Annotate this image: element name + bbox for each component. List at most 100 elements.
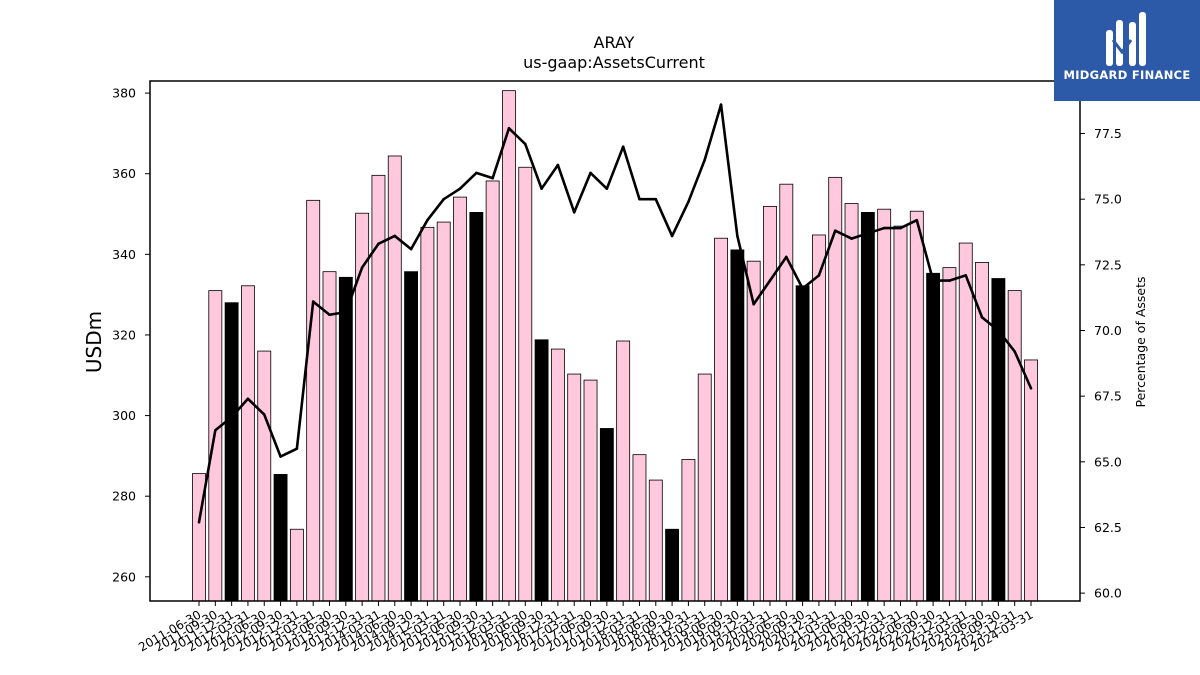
percentage-line <box>197 103 1033 523</box>
line-point-2020-12-31 <box>817 274 821 277</box>
line-point-2019-06-30 <box>719 103 723 106</box>
bar-2022-03-31 <box>893 225 908 602</box>
bar-2017-12-31 <box>616 340 631 602</box>
line-point-2011-09-30 <box>214 428 217 432</box>
bar-2020-12-31 <box>812 234 826 602</box>
y-tick-label-left: 360 <box>112 166 136 181</box>
bar-2021-09-30 <box>860 212 875 602</box>
bar-2011-09-30 <box>208 290 223 602</box>
y-tick-label-left: 260 <box>112 569 136 584</box>
y-tick-label-right: 67.5 <box>1094 389 1122 404</box>
line-point-2022-06-30 <box>915 218 919 222</box>
bar-2021-06-30 <box>844 203 859 602</box>
bar-2023-03-31 <box>958 242 973 602</box>
line-point-2011-12-31 <box>230 415 233 419</box>
line-point-2023-06-30 <box>980 316 984 319</box>
line-point-2013-06-30 <box>328 313 331 317</box>
line-point-2016-12-31 <box>556 163 560 167</box>
bar-2016-09-30 <box>534 339 549 602</box>
bar-2020-09-30 <box>795 285 810 602</box>
line-point-2015-06-30 <box>458 187 462 190</box>
y-tick-label-right: 65.0 <box>1094 454 1122 469</box>
bar-2018-12-31 <box>681 459 696 602</box>
bar-2019-03-31 <box>697 373 712 602</box>
line-point-2021-09-30 <box>866 232 870 235</box>
y-tick-label-right: 77.5 <box>1094 126 1122 141</box>
bar-2015-03-31 <box>436 221 451 602</box>
bar-2018-03-31 <box>632 454 647 602</box>
line-point-2022-12-31 <box>948 279 951 282</box>
y-axis-label-right: Percentage of Assets <box>1133 277 1148 408</box>
bar-2019-12-31 <box>746 260 761 602</box>
bar-2012-06-30 <box>257 350 272 602</box>
line-point-2022-03-31 <box>899 226 902 230</box>
bar-2016-06-30 <box>518 166 533 602</box>
line-point-2011-06-30 <box>197 520 201 524</box>
line-point-2023-12-31 <box>1013 350 1016 353</box>
line-point-2015-03-31 <box>442 197 446 201</box>
bar-2013-06-30 <box>322 271 337 602</box>
line-point-2017-03-31 <box>572 211 576 214</box>
bar-2014-06-30 <box>387 155 402 602</box>
bar-2016-12-31 <box>550 348 565 602</box>
line-point-2014-06-30 <box>393 234 397 238</box>
bar-2017-09-30 <box>599 428 614 602</box>
line-point-2014-03-31 <box>377 242 380 246</box>
bar-2013-09-30 <box>338 276 353 602</box>
line-point-2021-12-31 <box>882 226 886 230</box>
bar-2015-09-30 <box>469 212 484 602</box>
brand-name: MIDGARD FINANCE <box>1063 68 1191 82</box>
line-point-2021-06-30 <box>850 237 853 240</box>
y-tick-label-right: 62.5 <box>1094 520 1122 535</box>
bar-2016-03-31 <box>502 90 516 602</box>
line-point-2018-06-30 <box>654 197 658 201</box>
bar-2021-12-31 <box>877 208 892 602</box>
line-point-2016-06-30 <box>523 142 527 146</box>
bar-2020-03-31 <box>763 205 777 602</box>
line-point-2020-06-30 <box>784 255 788 259</box>
bar-2024-03-31 <box>1024 359 1038 602</box>
plot-frame <box>149 80 1081 602</box>
bar-2017-06-30 <box>583 379 598 602</box>
bar-2015-12-31 <box>485 180 500 602</box>
bar-2017-03-31 <box>567 373 582 602</box>
line-point-2014-12-31 <box>426 218 429 222</box>
line-point-2017-06-30 <box>589 171 592 175</box>
y-tick-label-left: 320 <box>112 327 136 342</box>
bar-2023-06-30 <box>975 261 989 602</box>
line-point-2019-03-31 <box>703 158 707 162</box>
line-point-2020-03-31 <box>768 279 772 282</box>
y-tick-label-left: 280 <box>112 489 136 504</box>
chart-title: ARAY <box>594 33 635 52</box>
bar-2014-09-30 <box>404 271 418 602</box>
bar-2023-12-31 <box>1007 290 1022 602</box>
line-point-2015-09-30 <box>475 171 478 175</box>
y-tick-label-right: 70.0 <box>1094 323 1122 338</box>
line-point-2014-09-30 <box>409 247 413 251</box>
line-point-2012-06-30 <box>262 413 266 416</box>
line-point-2016-03-31 <box>507 126 511 130</box>
bar-2013-03-31 <box>306 199 321 602</box>
line-point-2017-12-31 <box>621 145 625 148</box>
midgard-logo-icon <box>1106 12 1146 66</box>
bar-2020-06-30 <box>779 183 794 602</box>
line-point-2024-03-31 <box>1029 386 1033 390</box>
bar-2012-12-31 <box>289 528 304 602</box>
line-point-2017-09-30 <box>605 187 609 190</box>
bar-2014-12-31 <box>420 226 435 602</box>
line-point-2019-09-30 <box>736 234 739 238</box>
line-point-2013-03-31 <box>311 300 315 303</box>
line-point-2013-09-30 <box>344 310 348 314</box>
bar-2013-12-31 <box>355 212 370 602</box>
line-point-2023-09-30 <box>997 329 1000 332</box>
y-tick-label-left: 300 <box>112 408 136 423</box>
line-series <box>197 103 1033 524</box>
bar-2019-06-30 <box>714 237 728 602</box>
line-point-2019-12-31 <box>752 302 755 306</box>
line-point-2018-09-30 <box>670 234 674 238</box>
bar-2014-03-31 <box>371 174 386 602</box>
y-axis-label-left: USDm <box>82 311 106 373</box>
y-tick-label-right: 60.0 <box>1094 586 1122 601</box>
bar-2015-06-30 <box>453 196 467 602</box>
line-point-2016-09-30 <box>540 187 543 190</box>
